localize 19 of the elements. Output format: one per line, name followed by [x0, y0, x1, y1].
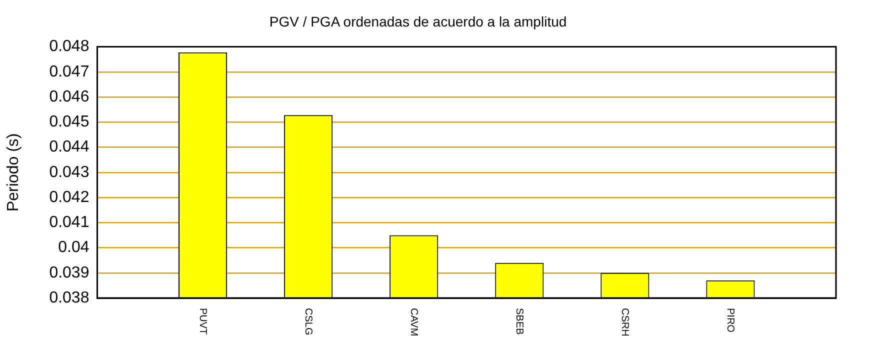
- y-tick-label: 0.04: [58, 239, 90, 256]
- x-tick-label: CSRH: [619, 308, 630, 336]
- x-tick-label: CAVM: [408, 308, 420, 336]
- y-tick-label: 0.041: [49, 214, 90, 232]
- y-tick-label: 0.048: [49, 38, 90, 56]
- y-tick-label: 0.046: [49, 88, 90, 106]
- x-tick-label: PUVT: [197, 308, 208, 335]
- y-tick-label: 0.039: [49, 264, 90, 282]
- x-tick-label: SBEB: [514, 308, 525, 336]
- x-tick-label: PIRO: [724, 308, 736, 333]
- x-tick-label: CSLG: [302, 308, 314, 336]
- y-tick-label: 0.043: [49, 164, 90, 181]
- y-tick-label: 0.042: [49, 188, 90, 206]
- y-tick-label: 0.047: [49, 63, 90, 80]
- y-tick-label: 0.045: [49, 114, 90, 131]
- chart-title: PGV / PGA ordenadas de acuerdo a la amplitud: [269, 13, 567, 30]
- y-tick-label: 0.044: [49, 138, 90, 156]
- y-axis-title: Periodo (s): [5, 133, 22, 212]
- y-tick-label: 0.038: [49, 289, 90, 306]
